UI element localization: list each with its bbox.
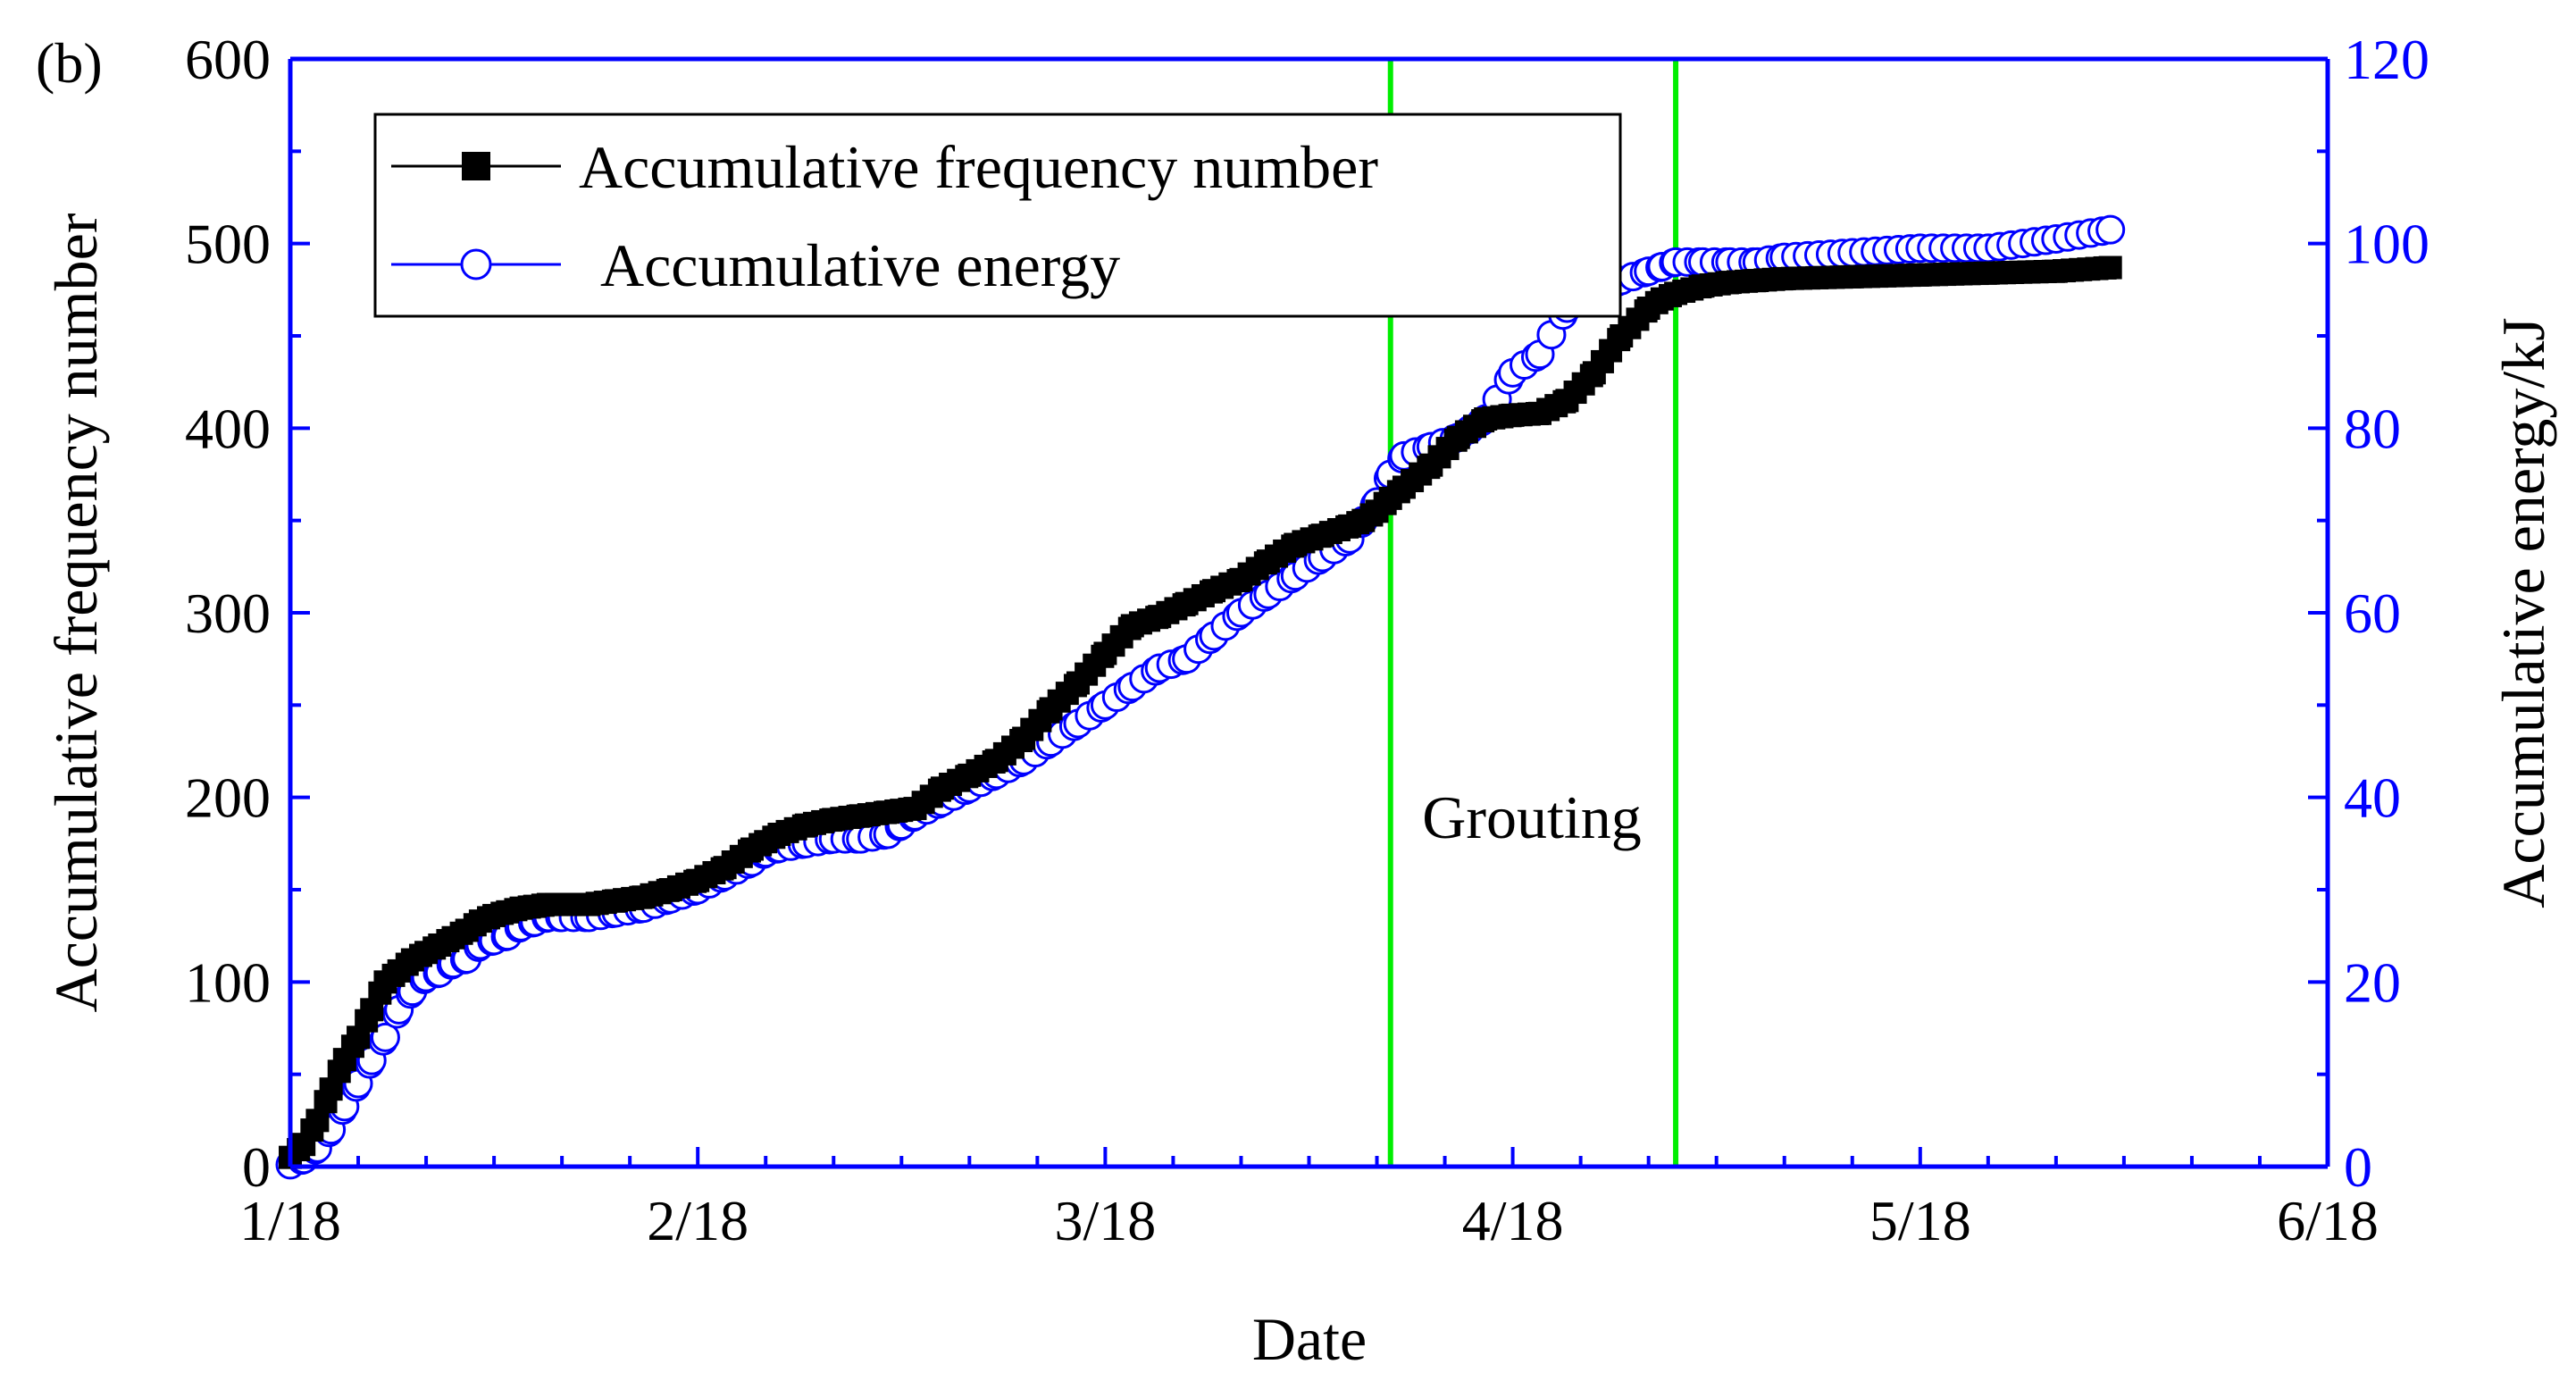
bottom-tick-label: 6/18 <box>2277 1189 2379 1252</box>
legend-marker-square <box>462 152 490 180</box>
right-tick-label: 80 <box>2344 397 2401 460</box>
series-accumulative-frequency <box>279 255 2122 1169</box>
bottom-tick-label: 3/18 <box>1055 1189 1157 1252</box>
legend-label-frequency: Accumulative frequency number <box>579 133 1378 201</box>
left-tick-label: 300 <box>185 582 271 645</box>
energy-point <box>370 1022 400 1052</box>
right-tick-label: 40 <box>2344 766 2401 830</box>
bottom-axis-ticks: 1/18 2/18 3/18 4/18 5/18 6/18 <box>239 1147 2379 1252</box>
legend-label-energy: Accumulative energy <box>600 231 1120 299</box>
bottom-tick-label: 4/18 <box>1462 1189 1564 1252</box>
bottom-tick-label: 1/18 <box>239 1189 341 1252</box>
right-tick-label: 120 <box>2344 28 2430 91</box>
left-tick-label: 0 <box>242 1135 271 1199</box>
y-axis-right-label: Accumulative energy/kJ <box>2489 317 2557 908</box>
left-axis-ticks: 0 100 200 300 400 500 600 <box>185 28 310 1199</box>
right-tick-label: 20 <box>2344 950 2401 1014</box>
panel-label: (b) <box>36 31 103 95</box>
right-tick-label: 100 <box>2344 213 2430 276</box>
left-tick-label: 600 <box>185 28 271 91</box>
grouting-annotation: Grouting <box>1422 783 1642 851</box>
right-tick-label: 60 <box>2344 582 2401 645</box>
x-axis-label: Date <box>1252 1305 1367 1373</box>
legend-marker-circle <box>460 248 492 280</box>
left-tick-label: 500 <box>185 213 271 276</box>
frequency-point <box>2098 255 2122 280</box>
legend-box <box>373 113 1622 318</box>
left-tick-label: 100 <box>185 950 271 1014</box>
left-tick-label: 400 <box>185 397 271 460</box>
bottom-tick-label: 5/18 <box>1869 1189 1971 1252</box>
right-axis-ticks: 0 20 40 60 80 100 120 <box>2308 28 2430 1199</box>
frequency-line <box>289 266 2111 1159</box>
left-tick-label: 200 <box>185 766 271 830</box>
energy-line <box>289 228 2111 1167</box>
legend: Accumulative frequency number Accumulati… <box>373 113 1622 318</box>
y-axis-left-label: Accumulative frequency number <box>42 213 110 1012</box>
series-accumulative-energy <box>275 214 2126 1180</box>
bottom-tick-label: 2/18 <box>647 1189 749 1252</box>
energy-point <box>2095 214 2126 245</box>
right-tick-label: 0 <box>2344 1135 2372 1199</box>
